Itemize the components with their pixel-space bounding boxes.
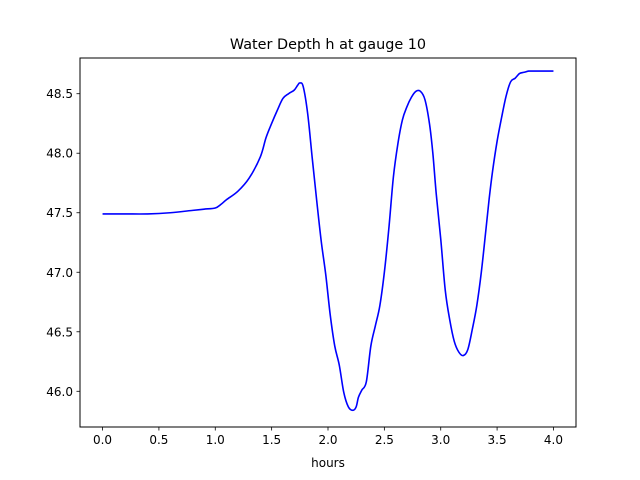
y-tick-label: 47.0 [46, 266, 73, 280]
chart-title: Water Depth h at gauge 10 [230, 37, 426, 53]
y-tick-label: 48.5 [46, 87, 73, 101]
x-tick-label: 1.5 [262, 433, 281, 447]
series-line-0 [102, 70, 554, 412]
y-axis: 46.0 46.5 47.0 47.5 48.0 48.5 [46, 87, 80, 399]
axes-frame [79, 57, 577, 428]
y-tick-label: 47.5 [46, 206, 73, 220]
y-tick-label: 48.0 [46, 147, 73, 161]
x-tick-label: 4.0 [544, 433, 563, 447]
x-tick-label: 3.5 [488, 433, 507, 447]
x-tick-label: 0.0 [93, 433, 112, 447]
x-axis: 0.0 0.5 1.0 1.5 2.0 2.5 3.0 3.5 4.0 [93, 427, 563, 447]
plot-area [102, 70, 554, 412]
x-tick-label: 3.0 [431, 433, 450, 447]
x-tick-label: 2.5 [375, 433, 394, 447]
x-tick-label: 1.0 [206, 433, 225, 447]
x-tick-label: 2.0 [318, 433, 337, 447]
x-axis-label: hours [311, 456, 345, 470]
x-tick-label: 0.5 [149, 433, 168, 447]
y-tick-label: 46.0 [46, 385, 73, 399]
y-tick-label: 46.5 [46, 325, 73, 339]
